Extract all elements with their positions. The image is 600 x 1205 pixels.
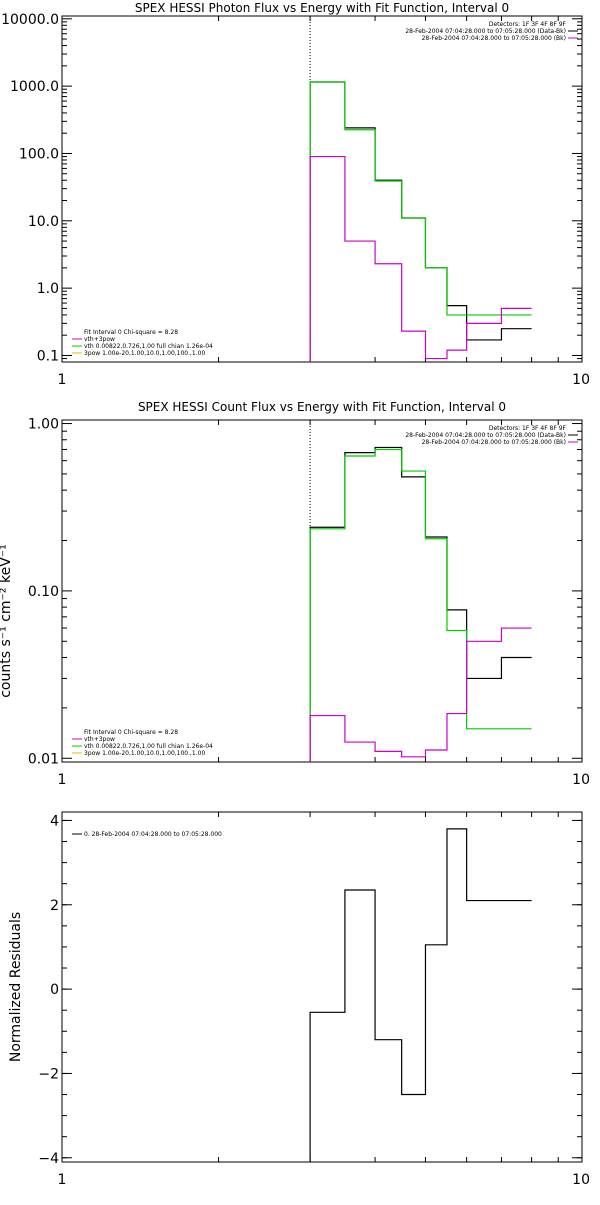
legend-text: 28-Feb-2004 07:04:28.000 to 07:05:28.000… bbox=[422, 35, 566, 42]
legend-text: Fit Interval 0 Chi-square = 8.28 bbox=[84, 329, 178, 336]
legend-text: vth+3pow bbox=[84, 736, 115, 743]
y-tick-label: 10000.0 bbox=[1, 12, 59, 28]
x-tick-label: 10 bbox=[572, 772, 590, 788]
series-group bbox=[309, 446, 532, 926]
series-line-0 bbox=[309, 828, 532, 1162]
legend-text: 0. 28-Feb-2004 07:04:28.000 to 07:05:28.… bbox=[84, 831, 222, 838]
legend-text: Detectors: 1F 3F 4F 8F 9F bbox=[489, 425, 567, 432]
chart-title: SPEX HESSI Count Flux vs Energy with Fit… bbox=[138, 400, 506, 414]
chart-title: SPEX HESSI Photon Flux vs Energy with Fi… bbox=[135, 1, 509, 15]
series-group bbox=[309, 81, 532, 362]
y-tick-label: 0 bbox=[50, 982, 59, 998]
x-tick-label: 1 bbox=[58, 372, 67, 388]
y-tick-label: −2 bbox=[38, 1066, 59, 1082]
series-line-2 bbox=[309, 155, 532, 362]
count-flux-panel: SPEX HESSI Count Flux vs Energy with Fit… bbox=[0, 400, 590, 926]
legend-text: 28-Feb-2004 07:04:28.000 to 07:05:28.000… bbox=[405, 28, 566, 35]
x-tick-label: 1 bbox=[58, 772, 67, 788]
photon-flux-panel: SPEX HESSI Photon Flux vs Energy with Fi… bbox=[1, 1, 590, 388]
series-group bbox=[309, 828, 532, 1162]
y-tick-label: 10.0 bbox=[28, 214, 59, 230]
y-tick-label: 1000.0 bbox=[10, 79, 59, 95]
x-tick-label: 10 bbox=[572, 1172, 590, 1188]
legend-text: 3pow 1.00e-20,1.00,10.0,1.00,100.,1.00 bbox=[84, 350, 205, 357]
residuals-panel: −4 −2 0 2 4 1 10 Normalized Residuals 0. 28-Feb-… bbox=[8, 811, 590, 1188]
plot-frame bbox=[61, 419, 583, 763]
y-tick-label: 2 bbox=[50, 898, 59, 914]
legend-text: 3pow 1.00e-20,1.00,10.0,1.00,100.,1.00 bbox=[84, 750, 205, 757]
legend-text: Fit Interval 0 Chi-square = 8.28 bbox=[84, 729, 178, 736]
y-tick-label: 0.10 bbox=[28, 584, 59, 600]
x-tick-label: 1 bbox=[58, 1172, 67, 1188]
y-tick-label: 100.0 bbox=[19, 146, 59, 162]
y-axis-label: counts s⁻¹ cm⁻² keV⁻¹ bbox=[0, 544, 14, 698]
y-tick-label: 1.00 bbox=[28, 417, 59, 433]
legend-text: Detectors: 1F 3F 4F 8F 9F bbox=[489, 21, 567, 28]
legend-text: vth+3pow bbox=[84, 336, 115, 343]
series-line-0 bbox=[309, 446, 532, 762]
series-line-2 bbox=[309, 627, 532, 762]
legend-text: vth 0.00822,0.726,1.00 full chian 1.26e-… bbox=[84, 343, 213, 350]
series-line-3 bbox=[310, 767, 532, 926]
series-line-1 bbox=[309, 81, 532, 362]
y-axis-label: Normalized Residuals bbox=[8, 912, 24, 1062]
y-tick-label: 0.1 bbox=[37, 348, 59, 364]
plot-frame bbox=[61, 15, 583, 363]
legend-text: 28-Feb-2004 07:04:28.000 to 07:05:28.000… bbox=[422, 439, 566, 446]
legend-text: 28-Feb-2004 07:04:28.000 to 07:05:28.000… bbox=[405, 432, 566, 439]
series-line-0 bbox=[309, 81, 532, 362]
y-tick-label: 1.0 bbox=[37, 281, 59, 297]
y-tick-label: −4 bbox=[38, 1151, 59, 1167]
x-tick-label: 10 bbox=[572, 372, 590, 388]
legend-text: vth 0.00822,0.726,1.00 full chian 1.26e-… bbox=[84, 743, 213, 750]
plot-frame bbox=[61, 811, 583, 1163]
series-line-1 bbox=[309, 448, 532, 762]
y-tick-label: 0.01 bbox=[28, 751, 59, 767]
y-tick-label: 4 bbox=[50, 813, 59, 829]
